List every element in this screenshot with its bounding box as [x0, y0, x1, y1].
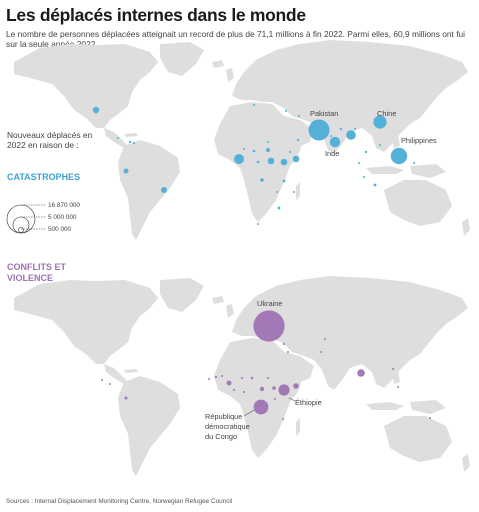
disaster-bubbles [92, 104, 415, 225]
label-philippines: Philippines [401, 136, 437, 145]
bubble-soudan [266, 148, 270, 152]
legend-intro: Nouveaux déplacés en 2022 en raison de : [7, 130, 93, 150]
bubble-bangladesh [346, 130, 356, 140]
bubble-irak [287, 351, 289, 353]
label-rdc-line3: du Congo [205, 432, 237, 441]
bubble-mali [208, 378, 210, 380]
bubble-afghanistan-c [320, 351, 322, 353]
bubble-pakistan [308, 119, 330, 141]
bubble-png [429, 417, 431, 419]
bubble-afrique-sud [257, 223, 259, 225]
bubble-madagascar [293, 191, 295, 193]
bubble-philippines-c [392, 368, 394, 370]
bubble-tadjikistan [324, 338, 326, 340]
bubble-soudan-c [250, 376, 254, 380]
label-rdc-line2: démocratique [205, 422, 250, 431]
bubble-somalie-c [293, 383, 299, 389]
legend-value-small: 500 000 [48, 226, 72, 233]
bubble-usa [92, 106, 100, 114]
bubble-rdc [260, 178, 264, 182]
label-ethiopie: Éthiopie [295, 398, 322, 407]
map-subtitle: Le nombre de personnes déplacées atteign… [6, 29, 466, 50]
bubble-rca [259, 386, 265, 392]
bubble-bhoutan [354, 128, 356, 130]
bubble-tchad [252, 149, 256, 153]
bubble-mozambique [277, 206, 281, 210]
bubble-kenya [282, 179, 286, 183]
bubble-oman [296, 138, 300, 142]
bubble-ouganda [274, 398, 276, 400]
bubble-yemen [289, 151, 291, 153]
bubble-mauritanie [221, 375, 223, 377]
bubble-mexico [117, 137, 119, 139]
bubble-cameroun [256, 160, 260, 164]
bubble-malaisie [363, 176, 365, 178]
legend-value-medium: 5 000 000 [48, 214, 77, 221]
label-ukraine: Ukraine [257, 299, 282, 308]
bubble-indonesie [373, 183, 377, 187]
bubble-indonesie-c [397, 386, 399, 388]
label-pakistan: Pakistan [310, 109, 338, 118]
bubble-nepal [339, 127, 343, 131]
bubble-colombia [123, 168, 129, 174]
bubble-soudan-sud-c [272, 386, 276, 390]
bubble-afghanistan [330, 135, 332, 137]
bubble-niger [243, 148, 245, 150]
bubble-honduras-c [109, 383, 111, 385]
bubble-syrie-c [283, 343, 285, 345]
bubble-palau [413, 162, 415, 164]
disasters-heading: CATASTROPHES [7, 172, 81, 182]
bubble-thailande [358, 162, 360, 164]
map-title: Les déplacés internes dans le monde [6, 5, 306, 25]
conflicts-heading: CONFLITS ET VIOLENCE [7, 262, 66, 283]
bubble-mozambique-c [282, 418, 284, 420]
legend-circle-small [18, 227, 24, 233]
bubble-ethiopie [280, 158, 288, 166]
bubble-libye-c [267, 377, 269, 379]
bubble-somalie [292, 155, 300, 163]
legend-circle-medium [12, 216, 30, 234]
bubble-nigeria-c [233, 389, 235, 391]
bubble-vietnam [379, 144, 381, 146]
leader-ethiopie [288, 397, 296, 402]
bubble-tchad-c [241, 377, 243, 379]
bubble-syrie [298, 115, 300, 117]
bubble-myanmar [364, 150, 368, 154]
world-map-conflicts [14, 276, 470, 476]
conflict-bubbles [101, 310, 431, 420]
bubble-burkina [226, 380, 232, 386]
size-legend: 16 870 000 5 000 000 500 000 [6, 202, 80, 234]
bubble-mexique [101, 379, 103, 381]
label-inde: Inde [325, 149, 339, 158]
bubble-colombie [124, 396, 128, 400]
bubble-brazil [161, 187, 167, 193]
bubble-chine [373, 115, 387, 129]
bubble-inde [329, 136, 341, 148]
bubble-niger-c [214, 375, 218, 379]
leader-rdc [243, 409, 255, 417]
bubble-philippines [390, 147, 408, 165]
bubble-soudan-sud [267, 157, 275, 165]
bubble-rdc-c [253, 399, 269, 415]
bubble-nigeria [234, 154, 244, 164]
bubble-libye [267, 141, 269, 143]
bubble-cameroun-c [243, 391, 245, 393]
bubble-guatemala [128, 140, 132, 144]
bubble-tanzanie [276, 191, 278, 193]
label-chine: Chine [377, 109, 396, 118]
bubble-europe [253, 104, 255, 106]
bubble-honduras [132, 141, 136, 145]
bubble-ukraine [253, 310, 285, 342]
sources-note: Sources : Internal Displacement Monitori… [6, 498, 233, 505]
legend-value-large: 16 870 000 [48, 202, 80, 209]
bubble-myanmar-c [357, 369, 365, 377]
bubble-ethiopie-c [278, 384, 290, 396]
bubble-turquie [285, 110, 287, 112]
label-rdc-line1: République [205, 412, 242, 421]
